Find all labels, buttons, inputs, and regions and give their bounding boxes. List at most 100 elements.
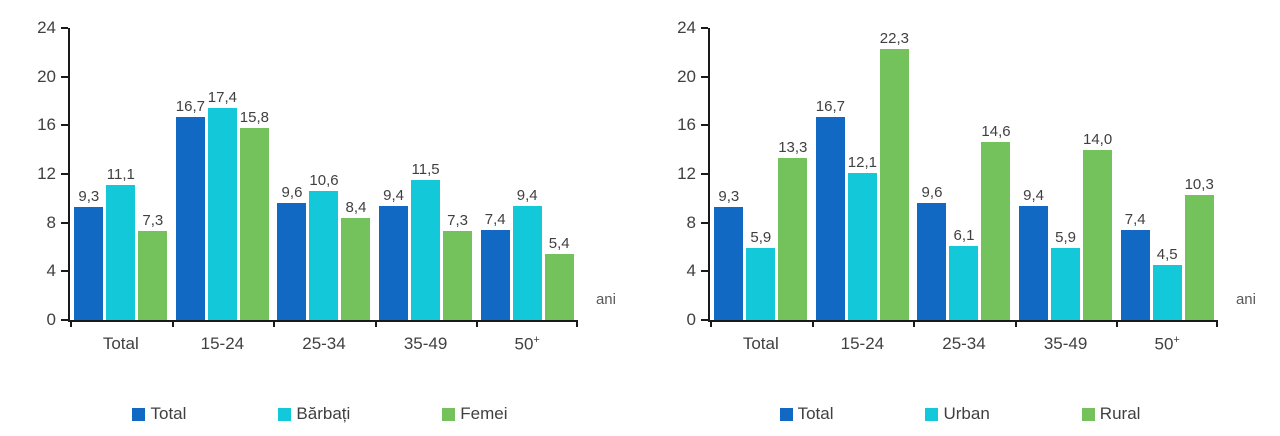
y-tick-mark: [61, 173, 68, 175]
x-category-label-15-24: 15-24: [200, 334, 245, 353]
y-tick-mark: [61, 27, 68, 29]
bar-value-label: 14,6: [981, 123, 1011, 141]
bar-value-label: 13,3: [778, 139, 808, 157]
legend-marker-icon: [925, 407, 939, 421]
plot-area: 0 4 8 12 16 20 24 9,3 5,9 13,3 Total 16,7 12,1 22,3 15…: [677, 19, 1256, 354]
x-tick-mark: [171, 320, 174, 327]
x-tick-mark: [811, 320, 814, 327]
y-tick-mark: [61, 270, 68, 273]
x-category-label-50⁺: 50+: [1154, 334, 1180, 354]
y-tick-mark: [61, 124, 68, 127]
bar-value-label: 5,9: [750, 229, 772, 247]
bar-value-label: 9,3: [78, 187, 100, 205]
x-category-label-Total: Total: [742, 334, 779, 353]
bar-Femei-Total: 7,3: [138, 212, 168, 320]
bar-value-label: 7,4: [484, 210, 506, 228]
bar-value-label: 9,3: [718, 187, 740, 205]
y-tick-mark: [61, 75, 68, 78]
x-category-label-50⁺: 50+: [514, 334, 540, 354]
bar-Rural-15-24: 22,3: [880, 30, 909, 320]
y-tick-mark: [701, 319, 708, 321]
bar-value-label: 7,3: [447, 212, 469, 230]
bar-value-label: 22,3: [879, 29, 909, 47]
x-tick-mark: [1216, 320, 1218, 327]
bar-group-Total: 9,3 11,1 7,3: [70, 166, 172, 320]
bar-Total-Total: 9,3: [74, 188, 104, 320]
x-tick-mark: [710, 320, 712, 327]
legend-marker-icon: [442, 407, 456, 421]
legend-item-Total: Total: [132, 404, 186, 424]
y-tick-mark: [701, 27, 708, 29]
bar-value-label: 9,6: [281, 184, 303, 202]
bar-Total-35-49: 9,4: [379, 187, 409, 320]
x-category-label-35-49: 35-49: [1043, 334, 1088, 353]
x-category-label-25-34: 25-34: [942, 334, 986, 353]
bar-Bărbați-50⁺: 9,4: [512, 187, 542, 320]
bar-value-label: 5,9: [1055, 229, 1077, 247]
y-tick-label: 12: [37, 164, 56, 183]
legend-item-Urban: Urban: [925, 404, 990, 424]
legend-marker-icon: [278, 407, 292, 421]
plot-area: 0 4 8 12 16 20 24 9,3 11,1 7,3 Total 16,7 17,4 15,8 15…: [37, 19, 616, 354]
legend-marker-icon: [132, 407, 146, 421]
bar-value-label: 9,4: [516, 186, 538, 204]
bar-group-50⁺: 7,4 4,5 10,3: [1116, 176, 1218, 320]
bar-value-label: 12,1: [847, 153, 877, 171]
bar-value-label: 7,4: [1124, 210, 1146, 228]
y-tick-mark: [701, 124, 708, 127]
bar-value-label: 16,7: [815, 97, 845, 115]
bar-Femei-25-34: 8,4: [341, 199, 371, 320]
legend-item-Rural: Rural: [1081, 404, 1140, 424]
bar-Bărbați-35-49: 11,5: [411, 161, 441, 320]
y-tick-label: 24: [677, 18, 696, 37]
bar-Urban-15-24: 12,1: [848, 154, 877, 320]
y-tick-label: 4: [686, 261, 696, 281]
legend: Total Urban Rural: [640, 404, 1280, 424]
bar-Rural-Total: 13,3: [778, 139, 807, 320]
axis-unit-label: ani: [1235, 291, 1256, 308]
bar-Urban-25-34: 6,1: [949, 227, 979, 320]
x-category-label-15-24: 15-24: [840, 334, 885, 353]
legend-item-Total: Total: [779, 404, 833, 424]
bar-Total-Total: 9,3: [714, 188, 744, 320]
bar-value-label: 9,4: [1023, 186, 1045, 204]
bar-Femei-50⁺: 5,4: [544, 235, 574, 320]
x-category-label-25-34: 25-34: [302, 334, 346, 353]
bar-group-15-24: 16,7 17,4 15,8: [172, 89, 274, 320]
bar-value-label: 14,0: [1082, 130, 1113, 148]
x-tick-mark: [374, 320, 377, 327]
bar-value-label: 17,4: [207, 89, 237, 107]
bar-Urban-35-49: 5,9: [1051, 229, 1081, 320]
bar-group-50⁺: 7,4 9,4 5,4: [476, 187, 578, 320]
y-tick-mark: [701, 221, 708, 224]
bar-value-label: 4,5: [1156, 246, 1178, 264]
legend-label: Urban: [943, 404, 990, 423]
legend: Total Bărbați Femei: [0, 404, 640, 424]
bar-Urban-Total: 5,9: [746, 229, 776, 320]
bar-Rural-25-34: 14,6: [981, 123, 1011, 320]
y-tick-label: 20: [37, 66, 56, 86]
y-tick-label: 16: [37, 115, 56, 135]
bar-group-25-34: 9,6 6,1 14,6: [913, 123, 1015, 320]
axis-unit-label: ani: [595, 291, 616, 308]
y-tick-mark: [701, 173, 708, 175]
legend-item-Femei: Femei: [442, 404, 508, 424]
bar-chart-by-area: 0 4 8 12 16 20 24 9,3 5,9 13,3 Total 16,7 12,1 22,3 15…: [640, 0, 1280, 436]
bar-Rural-35-49: 14,0: [1083, 131, 1112, 320]
bar-group-Total: 9,3 5,9 13,3: [710, 139, 812, 320]
legend-marker-icon: [1081, 407, 1095, 421]
y-tick-label: 8: [686, 212, 696, 232]
bar-Bărbați-25-34: 10,6: [309, 172, 339, 320]
bar-value-label: 9,4: [383, 186, 405, 204]
legend-item-Bărbați: Bărbați: [278, 404, 350, 424]
bar-value-label: 11,1: [106, 165, 135, 183]
bar-value-label: 10,3: [1184, 175, 1214, 193]
y-tick-mark: [701, 75, 708, 78]
x-tick-mark: [576, 320, 578, 327]
bar-Total-50⁺: 7,4: [1120, 211, 1150, 320]
bar-value-label: 10,6: [309, 172, 339, 190]
bar-value-label: 15,8: [239, 108, 269, 126]
bar-group-35-49: 9,4 5,9 14,0: [1015, 131, 1117, 320]
y-tick-label: 4: [46, 261, 56, 281]
bar-value-label: 7,3: [142, 212, 164, 230]
